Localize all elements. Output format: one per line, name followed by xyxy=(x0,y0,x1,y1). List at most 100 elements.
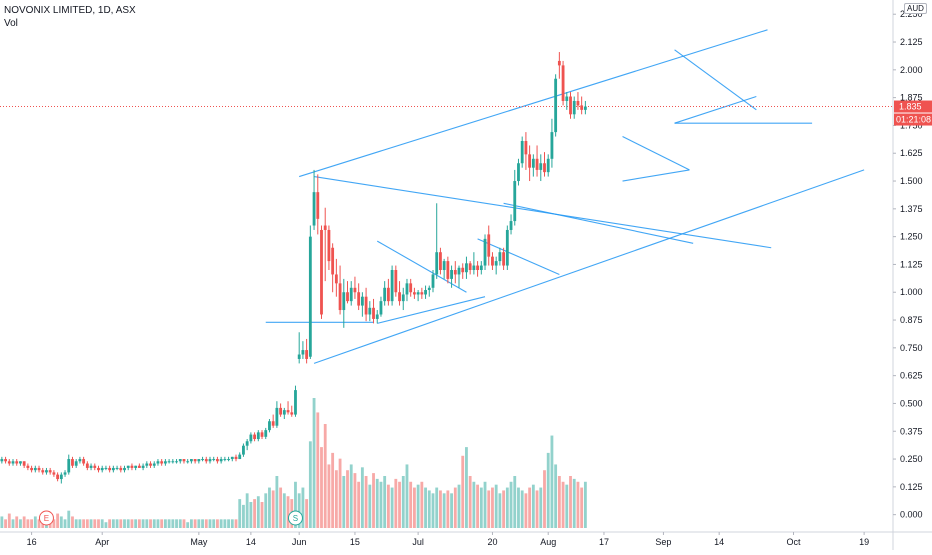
volume-bar xyxy=(37,519,41,528)
volume-bar xyxy=(197,519,201,528)
volume-bar xyxy=(379,481,383,528)
volume-bar xyxy=(204,519,208,528)
candle-body xyxy=(156,461,160,464)
volume-bar xyxy=(186,522,190,528)
candle-body xyxy=(71,459,74,466)
candle-body xyxy=(271,421,275,426)
volume-bar xyxy=(535,490,539,528)
volume-bar xyxy=(390,487,394,528)
volume-bar xyxy=(149,519,152,528)
volume-bar xyxy=(268,487,271,528)
candle-body xyxy=(498,252,502,262)
volume-bar xyxy=(394,478,398,528)
volume-bar xyxy=(97,519,100,528)
volume-bar xyxy=(461,455,465,528)
candle-body xyxy=(212,459,216,461)
time-tick-label: May xyxy=(190,537,208,547)
volume-bar xyxy=(100,519,104,528)
volume-bar xyxy=(108,519,112,528)
volume-bar xyxy=(119,519,123,528)
volume-bar xyxy=(505,487,509,528)
volume-bar xyxy=(134,519,138,528)
volume-bar xyxy=(316,412,320,528)
time-tick-label: Aug xyxy=(540,537,556,547)
volume-bar xyxy=(33,516,37,528)
candle-body xyxy=(22,461,26,466)
volume-bar xyxy=(439,490,442,528)
event-marker-letter: E xyxy=(44,514,49,523)
candle-body xyxy=(372,307,375,319)
volume-bar xyxy=(56,513,60,528)
candle-body xyxy=(294,390,297,415)
last-price-tag xyxy=(894,100,932,113)
candle-body xyxy=(189,459,193,462)
candle-body xyxy=(368,307,372,315)
candle-body xyxy=(234,456,238,460)
volume-bar xyxy=(201,519,204,528)
volume-bar xyxy=(420,481,424,528)
candle-body xyxy=(394,270,398,293)
volume-bar xyxy=(320,447,323,528)
candle-body xyxy=(201,459,204,461)
volume-bar xyxy=(353,473,357,528)
volume-bar xyxy=(4,519,7,528)
trend-line xyxy=(622,169,690,182)
trend-lines xyxy=(0,29,893,364)
time-tick-label: Jul xyxy=(412,537,424,547)
candle-body xyxy=(312,192,316,226)
volume-bar xyxy=(282,493,286,528)
volume-bar xyxy=(528,487,532,528)
time-tick-label: Oct xyxy=(787,537,802,547)
volume-bar xyxy=(468,476,472,528)
candle-body xyxy=(308,236,312,357)
event-marker-e xyxy=(38,510,54,526)
volume-bar xyxy=(565,484,569,528)
candle-body xyxy=(63,472,67,475)
volume-bar xyxy=(19,519,22,528)
volume-bar xyxy=(85,519,89,528)
volume-bar xyxy=(63,519,67,528)
volume-bars xyxy=(0,398,587,528)
volume-bar xyxy=(208,519,212,528)
candle-body xyxy=(364,296,368,315)
price-tick-label: 1.500 xyxy=(900,176,923,186)
time-axis: 16 Apr May 14 Jun 15 Jul 20 Aug 17 Sep 14 Oct 19 xyxy=(0,531,932,547)
candle-body xyxy=(513,181,517,222)
trend-line xyxy=(313,169,865,364)
candle-body xyxy=(249,434,253,442)
candle-body xyxy=(230,456,234,460)
candle-body xyxy=(331,247,335,275)
volume-bar xyxy=(472,481,476,528)
candle-body xyxy=(338,283,342,311)
candle-body xyxy=(48,470,52,473)
price-tick-label: 0.375 xyxy=(900,426,923,436)
candle-body xyxy=(167,461,171,463)
candle-body xyxy=(182,459,186,462)
volume-bar xyxy=(483,481,487,528)
volume-bar xyxy=(216,519,219,528)
candle-body xyxy=(494,261,498,266)
countdown-value: 01:21:08 xyxy=(896,115,931,125)
price-tick-label: 0.500 xyxy=(900,398,923,408)
candle-body xyxy=(152,463,156,466)
volume-bar xyxy=(167,519,171,528)
candle-body xyxy=(123,467,126,471)
trend-line xyxy=(376,240,467,293)
candle-body xyxy=(82,459,86,464)
volume-bar xyxy=(323,424,327,528)
candle-body xyxy=(550,132,554,159)
candle-body xyxy=(178,459,182,462)
candle-body xyxy=(97,467,100,471)
volume-bar xyxy=(554,464,558,528)
currency-button[interactable]: AUD xyxy=(904,3,927,14)
candle-body xyxy=(509,221,513,230)
volume-bar xyxy=(115,519,119,528)
volume-bar xyxy=(286,496,290,528)
candle-body xyxy=(108,467,112,471)
volume-bar xyxy=(253,499,257,528)
volume-bar xyxy=(242,504,245,528)
trend-line xyxy=(622,136,690,171)
candle-body xyxy=(223,459,227,461)
volume-bar xyxy=(145,519,149,528)
